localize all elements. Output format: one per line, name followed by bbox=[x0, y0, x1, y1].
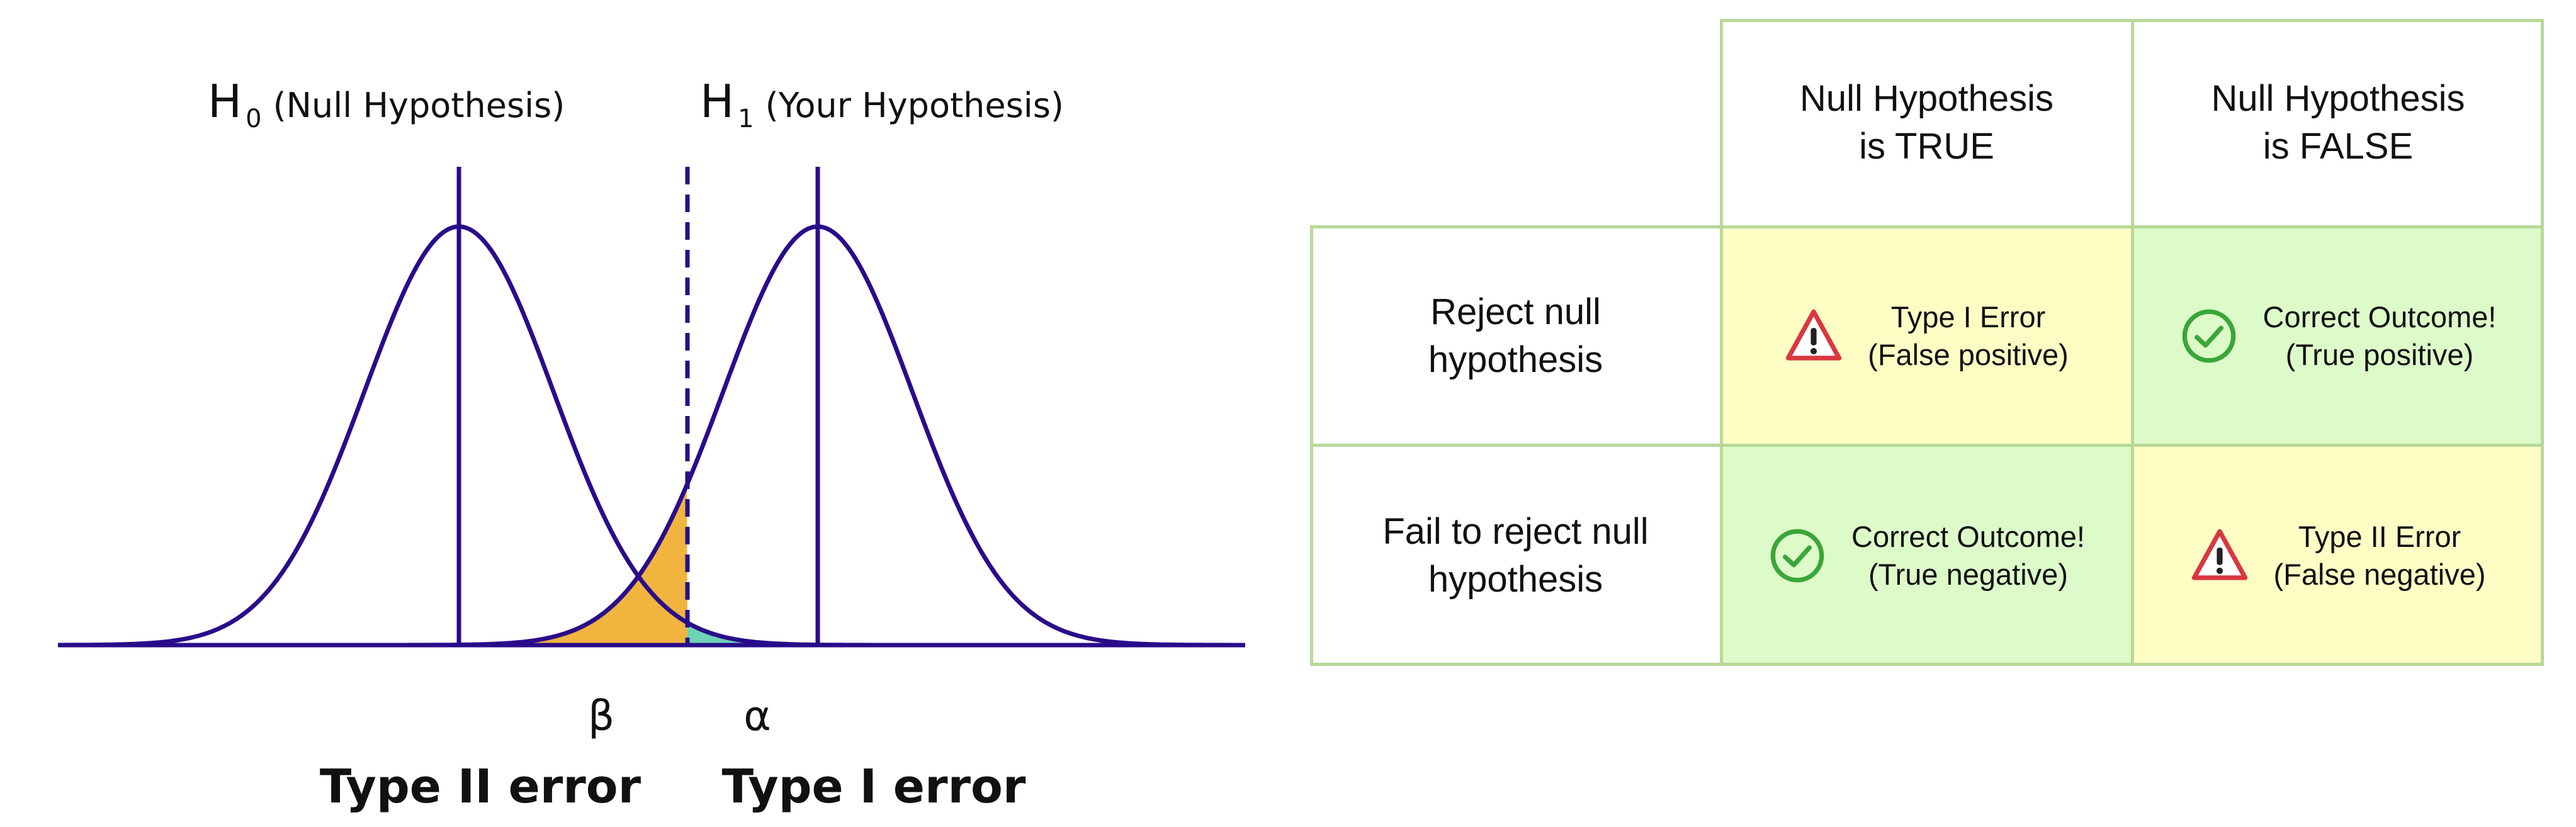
table-border bbox=[2131, 19, 2134, 666]
h0-label: H 0 (Null Hypothesis) bbox=[208, 75, 565, 133]
outcome-title: Type II Error bbox=[2298, 519, 2461, 553]
outcome-title: Correct Outcome! bbox=[1851, 519, 2085, 553]
row-header-fail-to-reject: Fail to reject null hypothesis bbox=[1382, 510, 1649, 600]
outcome-type-ii-error: Type II Error (False negative) bbox=[2132, 445, 2544, 666]
column-header-null-false: Null Hypothesis is FALSE bbox=[2211, 78, 2465, 167]
table-border bbox=[2541, 19, 2544, 666]
outcome-true-positive: Correct Outcome! (True positive) bbox=[2132, 227, 2544, 445]
type-ii-error-label: Type II error bbox=[320, 760, 641, 814]
type-i-error-label: Type I error bbox=[722, 760, 1026, 814]
outcome-title: Type I Error bbox=[1890, 300, 2046, 334]
row-header-reject: Reject null hypothesis bbox=[1428, 291, 1603, 380]
outcome-type-i-error: Type I Error (False positive) bbox=[1721, 227, 2132, 445]
warning-icon bbox=[1786, 309, 1842, 361]
column-header-null-true: Null Hypothesis is TRUE bbox=[1800, 78, 2053, 167]
warning-icon bbox=[2191, 529, 2247, 580]
beta-region bbox=[58, 485, 687, 645]
table-border bbox=[1310, 225, 1313, 666]
check-circle-icon bbox=[2182, 309, 2235, 363]
alpha-region bbox=[687, 622, 939, 645]
check-circle-icon bbox=[1770, 529, 1824, 582]
table-border bbox=[1720, 19, 1723, 666]
table-border bbox=[1310, 444, 2544, 447]
outcome-title: Correct Outcome! bbox=[2262, 300, 2497, 334]
table-border bbox=[1310, 663, 2544, 666]
table-border bbox=[1310, 225, 2544, 228]
outcome-subtitle: (True negative) bbox=[1868, 557, 2068, 591]
decision-outcome-table: Null Hypothesis is TRUE Null Hypothesis … bbox=[1310, 19, 2544, 666]
h1-label: H 1 (Your Hypothesis) bbox=[700, 75, 1064, 133]
alpha-symbol: α bbox=[743, 692, 771, 740]
outcome-subtitle: (False positive) bbox=[1868, 337, 2069, 371]
outcome-subtitle: (False negative) bbox=[2273, 557, 2486, 591]
outcome-true-negative: Correct Outcome! (True negative) bbox=[1721, 445, 2132, 666]
outcome-subtitle: (True positive) bbox=[2285, 337, 2474, 371]
hypothesis-distributions-diagram: H 0 (Null Hypothesis) H 1 (Your Hypothesis) … bbox=[58, 75, 1245, 814]
beta-symbol: β bbox=[588, 692, 614, 740]
